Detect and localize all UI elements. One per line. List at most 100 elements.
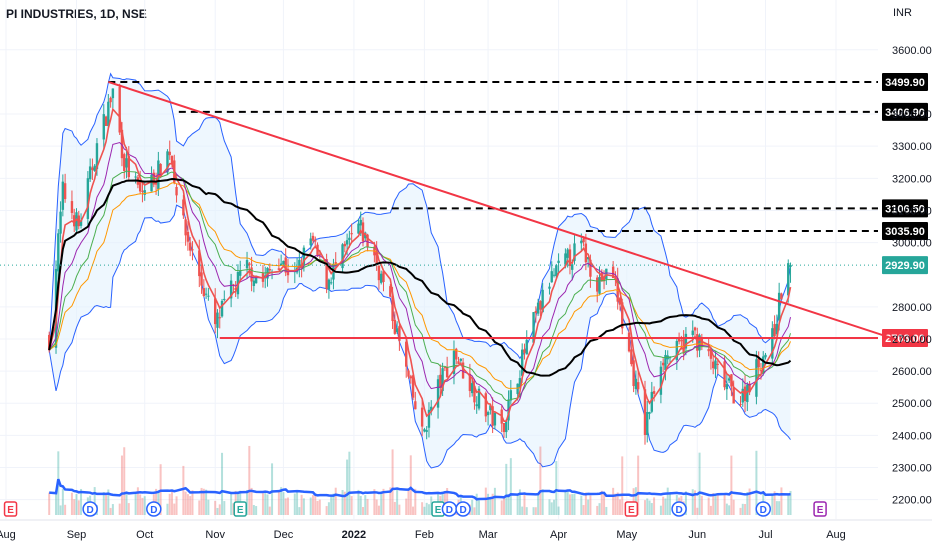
- volume-bar: [284, 498, 287, 515]
- candle-body: [759, 370, 763, 372]
- volume-bar: [557, 506, 560, 515]
- candle-body: [516, 383, 519, 395]
- volume-bar: [134, 492, 137, 515]
- time-tick-label: Aug: [826, 529, 846, 541]
- candle-body: [391, 296, 394, 322]
- volume-bar: [730, 455, 733, 515]
- candle-body: [611, 266, 615, 279]
- volume-bar: [73, 499, 76, 515]
- event-letter: D: [87, 505, 94, 516]
- candle-body: [773, 324, 776, 337]
- volume-bar: [218, 504, 221, 515]
- volume-bar: [327, 502, 330, 515]
- volume-bar: [612, 487, 615, 515]
- candle-body: [329, 282, 333, 284]
- candle-body: [188, 242, 192, 251]
- candle-body: [380, 273, 383, 283]
- volume-bar: [64, 504, 67, 515]
- volume-bar: [61, 488, 64, 515]
- volume-bar: [202, 488, 205, 515]
- volume-bar: [171, 491, 173, 515]
- volume-bar: [571, 494, 574, 515]
- candle-body: [764, 354, 767, 358]
- volume-bar: [127, 503, 130, 515]
- volume-bar: [523, 494, 526, 515]
- candle-body: [134, 176, 137, 178]
- volume-bar: [475, 493, 478, 515]
- volume-bar: [286, 497, 289, 515]
- candle-body: [775, 323, 779, 335]
- price-tick-label: 3000.00: [892, 238, 932, 250]
- volume-bar: [405, 498, 408, 515]
- candle-body: [277, 268, 281, 270]
- trendline: [108, 80, 898, 341]
- volume-bar: [362, 507, 365, 515]
- bollinger-fill: [49, 73, 791, 468]
- volume-bar: [109, 507, 112, 515]
- volume-bar: [311, 495, 314, 515]
- volume-bar: [516, 493, 519, 515]
- volume-bar: [382, 488, 385, 515]
- ema-orange-line: [48, 182, 791, 389]
- candle-body: [507, 399, 510, 421]
- candle-body: [79, 220, 83, 226]
- volume-bar: [728, 505, 731, 515]
- candle-body: [532, 312, 535, 343]
- candle-body: [771, 328, 774, 359]
- volume-bar: [396, 488, 399, 515]
- candle-body: [536, 302, 540, 314]
- bollinger-bands: [48, 72, 792, 469]
- price-tick-label: 2300.00: [892, 462, 932, 474]
- time-tick-label: Nov: [205, 529, 225, 541]
- volume-bar: [566, 490, 569, 515]
- volume-bar: [505, 463, 508, 515]
- volume-bar: [102, 492, 105, 515]
- candle-body: [175, 186, 178, 196]
- candle-body: [414, 401, 417, 410]
- candle-body: [120, 129, 124, 159]
- volume-bar: [700, 495, 703, 515]
- volume-bar: [425, 502, 428, 515]
- candle-body: [109, 97, 112, 103]
- event-marker: [3, 501, 18, 517]
- candle-body: [693, 327, 697, 331]
- candle-body: [350, 233, 353, 235]
- candle-body: [502, 423, 506, 433]
- volume-bar: [205, 489, 208, 515]
- volume-bar: [93, 487, 96, 515]
- candle-body: [443, 367, 447, 369]
- candle-body: [716, 363, 719, 365]
- volume-bar: [487, 493, 490, 515]
- volume-bar: [725, 503, 728, 515]
- volume-bar: [616, 492, 619, 515]
- candle-body: [618, 298, 622, 305]
- volume-bar: [230, 493, 233, 515]
- volume-bar: [200, 487, 203, 515]
- candle-body: [198, 250, 201, 277]
- volume-bar: [744, 503, 747, 515]
- candle-body: [461, 362, 465, 379]
- volume-bar: [573, 493, 576, 515]
- candle-body: [405, 341, 408, 367]
- candle-body: [332, 264, 335, 280]
- candle-body: [123, 154, 126, 172]
- candle-body: [184, 219, 187, 236]
- volume-bar: [318, 499, 321, 515]
- volume-bar: [59, 505, 62, 515]
- volume-bar: [596, 505, 599, 515]
- candle-body: [325, 259, 328, 289]
- candle-body: [375, 252, 378, 264]
- volume-bar: [707, 497, 710, 515]
- volume-bar: [391, 449, 394, 515]
- event-marker: [671, 501, 687, 517]
- candle-body: [691, 330, 694, 336]
- candle-body: [102, 114, 105, 140]
- volume-bar: [539, 446, 542, 515]
- candle-body: [698, 335, 701, 351]
- volume-bar: [484, 487, 487, 515]
- volume-bar: [427, 504, 430, 515]
- candle-body: [425, 430, 428, 432]
- volume-bar: [653, 497, 656, 515]
- price-axis: 2200.00 2300.00 2400.00 2500.00 2600.00 2700.…: [892, 45, 932, 507]
